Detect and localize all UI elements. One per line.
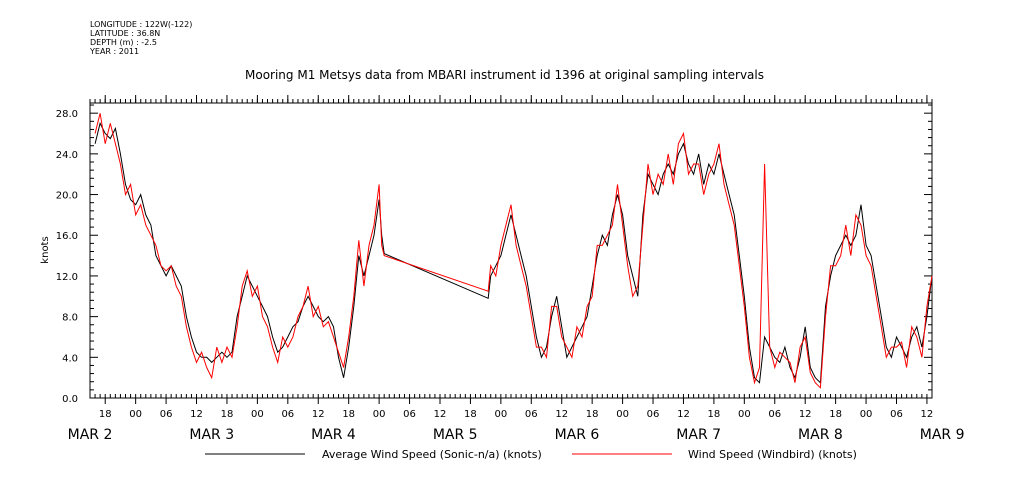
axis-ticks xyxy=(89,95,933,404)
x-tick-label: 00 xyxy=(373,409,386,420)
x-tick-label: 12 xyxy=(434,409,447,420)
x-date-label: MAR 4 xyxy=(311,427,356,443)
y-tick-label: 8.0 xyxy=(62,313,78,324)
metadata-block: LONGITUDE : 122W(-122) LATITUDE : 36.8N … xyxy=(90,20,192,56)
x-tick-label: 06 xyxy=(768,409,781,420)
x-tick-label: 18 xyxy=(708,409,721,420)
x-tick-label: 00 xyxy=(860,409,873,420)
y-tick-label: 24.0 xyxy=(56,150,78,161)
x-date-label: MAR 6 xyxy=(555,427,600,443)
x-date-label: MAR 5 xyxy=(433,427,478,443)
x-tick-label: 12 xyxy=(555,409,568,420)
y-tick-label: 20.0 xyxy=(56,191,78,202)
x-tick-label: 12 xyxy=(677,409,690,420)
x-tick-label: 12 xyxy=(190,409,203,420)
y-tick-labels: 0.0 4.0 8.0 12.0 16.0 20.0 24.0 28.0 xyxy=(56,109,78,405)
legend-label-sonic: Average Wind Speed (Sonic-n/a) (knots) xyxy=(322,448,542,461)
plot-frame xyxy=(89,102,933,399)
x-tick-label: 18 xyxy=(99,409,112,420)
x-tick-label: 12 xyxy=(921,409,934,420)
x-tick-label: 18 xyxy=(342,409,355,420)
depth-text: DEPTH (m) : -2.5 xyxy=(90,38,157,47)
x-tick-label: 12 xyxy=(799,409,812,420)
x-tick-label: 00 xyxy=(251,409,264,420)
y-tick-label: 28.0 xyxy=(56,109,78,120)
legend-label-windbird: Wind Speed (Windbird) (knots) xyxy=(688,448,857,461)
x-tick-label: 12 xyxy=(312,409,325,420)
x-tick-label: 06 xyxy=(525,409,538,420)
x-tick-label: 18 xyxy=(586,409,599,420)
x-tick-labels: 18 00 06 12 18 00 06 12 18 00 06 12 18 00 06 12 18 00 06 12… xyxy=(99,409,933,420)
legend: Average Wind Speed (Sonic-n/a) (knots) W… xyxy=(205,448,857,461)
x-tick-label: 06 xyxy=(281,409,294,420)
x-tick-label: 00 xyxy=(129,409,142,420)
y-tick-label: 4.0 xyxy=(62,353,78,364)
year-text: YEAR : 2011 xyxy=(90,47,140,56)
x-tick-label: 18 xyxy=(221,409,234,420)
x-tick-label: 00 xyxy=(494,409,507,420)
x-tick-label: 00 xyxy=(616,409,629,420)
series-line-windbird xyxy=(94,113,933,389)
x-tick-label: 00 xyxy=(738,409,751,420)
longitude-text: LONGITUDE : 122W(-122) xyxy=(90,20,193,29)
x-date-label: MAR 9 xyxy=(920,427,965,443)
x-date-label: MAR 3 xyxy=(189,427,234,443)
date-labels: MAR 2 MAR 3 MAR 4 MAR 5 MAR 6 MAR 7 MAR 8 MAR 9 xyxy=(68,427,965,443)
x-tick-label: 18 xyxy=(829,409,842,420)
series-group xyxy=(94,113,933,389)
y-axis-label: knots xyxy=(40,236,51,263)
x-tick-label: 18 xyxy=(464,409,477,420)
chart-title: Mooring M1 Metsys data from MBARI instru… xyxy=(245,68,764,82)
x-tick-label: 06 xyxy=(403,409,416,420)
x-date-label: MAR 2 xyxy=(68,427,113,443)
y-tick-label: 0.0 xyxy=(62,394,78,405)
x-tick-label: 06 xyxy=(160,409,173,420)
x-date-label: MAR 8 xyxy=(798,427,843,443)
x-tick-label: 06 xyxy=(647,409,660,420)
x-date-label: MAR 7 xyxy=(676,427,721,443)
y-tick-label: 16.0 xyxy=(56,231,78,242)
x-tick-label: 06 xyxy=(890,409,903,420)
y-tick-label: 12.0 xyxy=(56,272,78,283)
latitude-text: LATITUDE : 36.8N xyxy=(90,29,161,38)
